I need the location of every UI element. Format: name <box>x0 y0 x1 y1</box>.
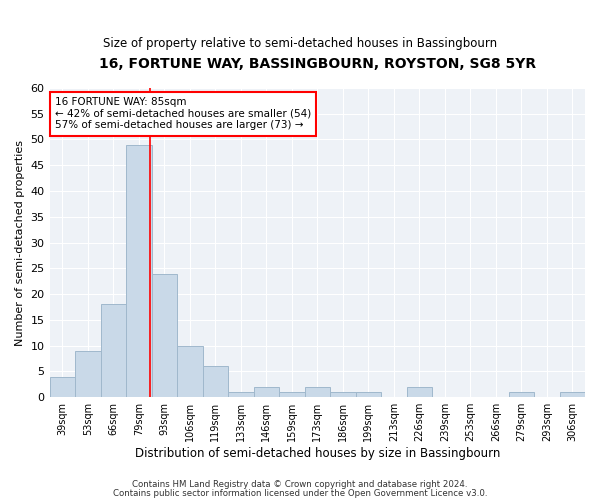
Text: Contains HM Land Registry data © Crown copyright and database right 2024.: Contains HM Land Registry data © Crown c… <box>132 480 468 489</box>
Bar <box>50 376 75 397</box>
Bar <box>330 392 356 397</box>
Bar <box>75 351 101 397</box>
X-axis label: Distribution of semi-detached houses by size in Bassingbourn: Distribution of semi-detached houses by … <box>134 447 500 460</box>
Bar <box>177 346 203 397</box>
Bar <box>228 392 254 397</box>
Bar <box>407 387 432 397</box>
Text: Size of property relative to semi-detached houses in Bassingbourn: Size of property relative to semi-detach… <box>103 38 497 51</box>
Bar <box>152 274 177 397</box>
Bar <box>356 392 381 397</box>
Bar <box>126 144 152 397</box>
Title: 16, FORTUNE WAY, BASSINGBOURN, ROYSTON, SG8 5YR: 16, FORTUNE WAY, BASSINGBOURN, ROYSTON, … <box>99 58 536 71</box>
Bar <box>254 387 279 397</box>
Text: 16 FORTUNE WAY: 85sqm
← 42% of semi-detached houses are smaller (54)
57% of semi: 16 FORTUNE WAY: 85sqm ← 42% of semi-deta… <box>55 97 311 130</box>
Bar <box>101 304 126 397</box>
Bar <box>509 392 534 397</box>
Bar <box>560 392 585 397</box>
Text: Contains public sector information licensed under the Open Government Licence v3: Contains public sector information licen… <box>113 488 487 498</box>
Y-axis label: Number of semi-detached properties: Number of semi-detached properties <box>15 140 25 346</box>
Bar <box>279 392 305 397</box>
Bar <box>305 387 330 397</box>
Bar <box>203 366 228 397</box>
